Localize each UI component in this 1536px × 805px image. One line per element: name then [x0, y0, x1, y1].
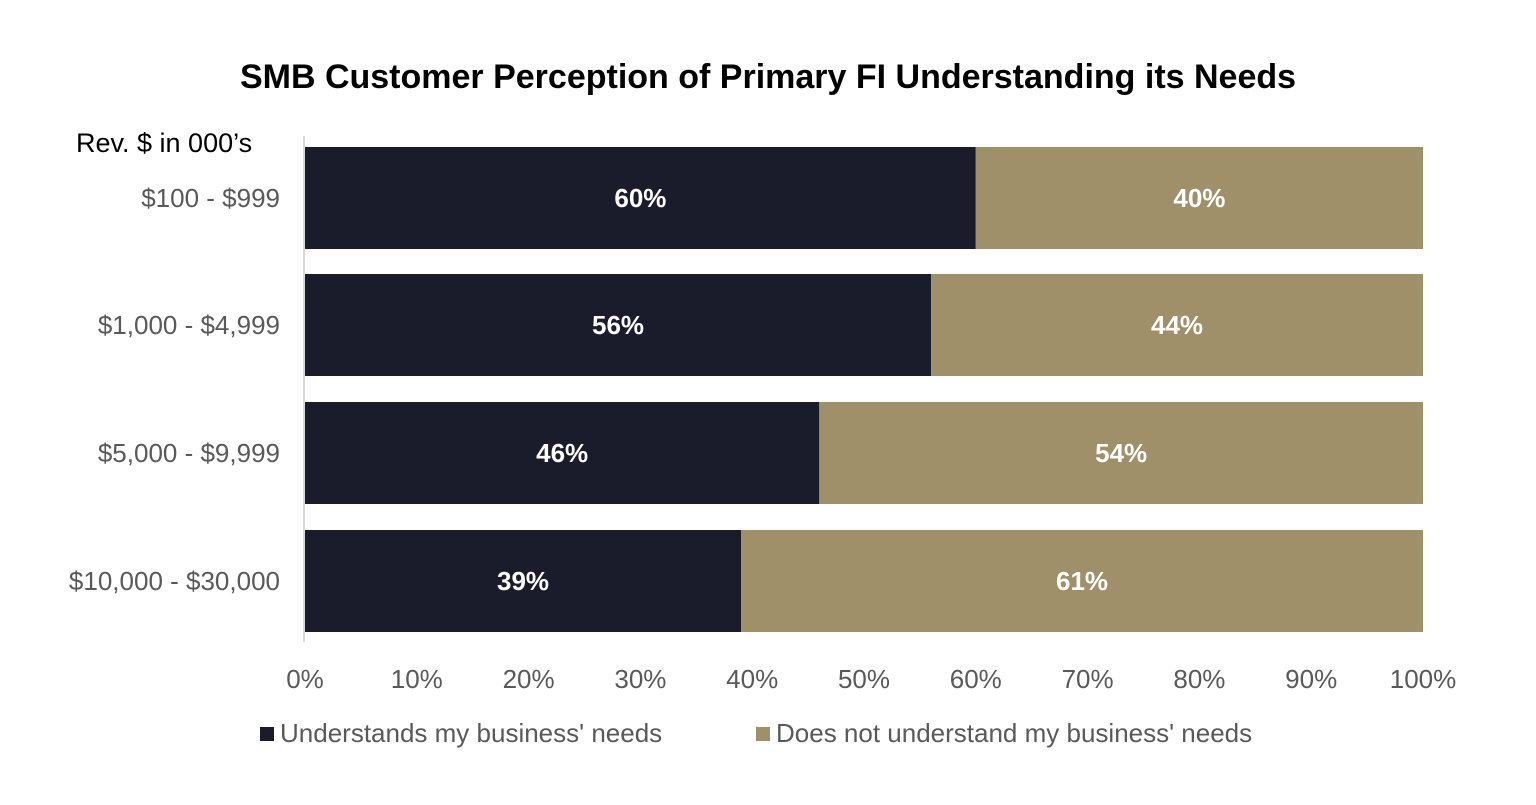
x-tick-label: 60%	[950, 664, 1002, 694]
category-label-1: $100 - $999	[141, 183, 280, 213]
bars-layer	[305, 147, 1423, 632]
legend-label: Understands my business' needs	[280, 718, 663, 748]
x-tick-label: 80%	[1173, 664, 1225, 694]
legend-label: Does not understand my business' needs	[776, 718, 1253, 748]
x-tick-label: 40%	[726, 664, 778, 694]
legend-swatch	[260, 726, 274, 741]
data-label-does-not-understand-4: 61%	[1056, 566, 1108, 596]
labels-layer: 60% 40% 56% 44% 46% 54% 39% 61%	[497, 183, 1225, 596]
bar-segment-does-not-understand-1	[975, 147, 1423, 249]
data-label-understands-2: 56%	[592, 310, 644, 340]
x-tick-label: 20%	[503, 664, 555, 694]
category-label-2: $1,000 - $4,999	[98, 310, 280, 340]
bar-segment-understands-4	[305, 530, 742, 632]
bar-segment-understands-2	[305, 274, 932, 376]
x-tick-label: 50%	[838, 664, 890, 694]
category-label-4: $10,000 - $30,000	[69, 566, 280, 596]
data-label-understands-4: 39%	[497, 566, 549, 596]
bar-segment-does-not-understand-2	[931, 274, 1423, 376]
x-tick-label: 0%	[286, 664, 324, 694]
data-label-understands-1: 60%	[614, 183, 666, 213]
x-tick-label: 90%	[1285, 664, 1337, 694]
bar-segment-does-not-understand-3	[819, 402, 1423, 504]
x-axis-ticks: 0% 10% 20% 30% 40% 50% 60% 70% 80% 90% 100%	[286, 664, 1456, 694]
x-tick-label: 30%	[614, 664, 666, 694]
data-label-does-not-understand-3: 54%	[1095, 438, 1147, 468]
legend: Understands my business' needs Does not u…	[0, 718, 1536, 754]
x-tick-label: 100%	[1390, 664, 1457, 694]
bar-segment-understands-3	[305, 402, 820, 504]
data-label-does-not-understand-2: 44%	[1151, 310, 1203, 340]
x-tick-label: 70%	[1062, 664, 1114, 694]
data-label-does-not-understand-1: 40%	[1173, 183, 1225, 213]
legend-item-understands: Understands my business' needs	[260, 718, 662, 749]
chart-title: SMB Customer Perception of Primary FI Un…	[239, 58, 1297, 96]
bar-segment-understands-1	[305, 147, 976, 249]
y-axis-unit-label: Rev. $ in 000’s	[76, 128, 253, 158]
x-tick-label: 10%	[391, 664, 443, 694]
category-labels: $100 - $999 $1,000 - $4,999 $5,000 - $9,99…	[69, 183, 280, 596]
legend-swatch	[756, 726, 770, 741]
bar-segment-does-not-understand-4	[741, 530, 1423, 632]
data-label-understands-3: 46%	[536, 438, 588, 468]
category-label-3: $5,000 - $9,999	[98, 438, 280, 468]
legend-item-does-not-understand: Does not understand my business' needs	[756, 718, 1252, 749]
